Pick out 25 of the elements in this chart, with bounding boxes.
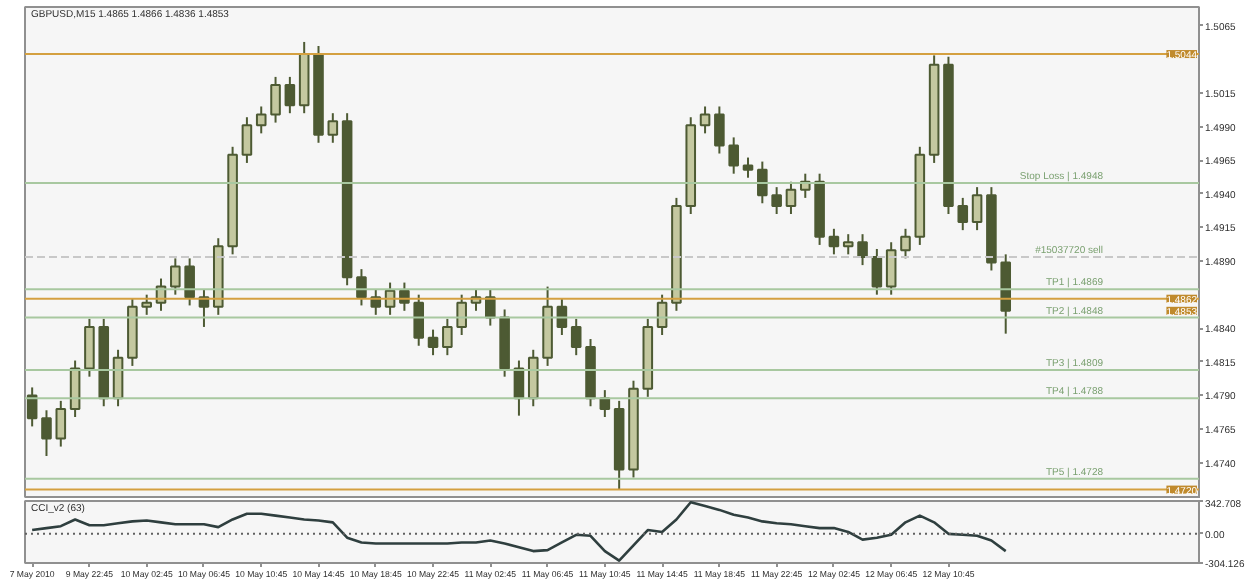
candlestick — [771, 186, 782, 216]
line-series — [30, 501, 1008, 562]
candlestick — [957, 196, 969, 232]
candlestick — [785, 180, 797, 216]
candlestick — [971, 186, 983, 232]
candlestick — [900, 227, 911, 260]
candlestick — [871, 247, 883, 296]
candlestick — [699, 105, 711, 135]
candlestick — [456, 293, 467, 336]
candlestick — [413, 293, 425, 347]
candlestick — [399, 281, 410, 312]
candlestick — [442, 317, 453, 357]
candlestick — [885, 241, 897, 296]
candlestick — [255, 105, 267, 135]
candlestick — [527, 348, 539, 408]
candlestick — [141, 293, 152, 316]
candlestick — [241, 116, 253, 164]
candlestick — [427, 328, 439, 357]
candlestick — [742, 156, 754, 179]
candlestick — [570, 317, 582, 357]
candlestick — [270, 75, 281, 124]
candlestick — [757, 160, 768, 205]
candlestick — [327, 112, 339, 144]
candlestick — [828, 227, 840, 256]
candlestick — [284, 75, 296, 115]
